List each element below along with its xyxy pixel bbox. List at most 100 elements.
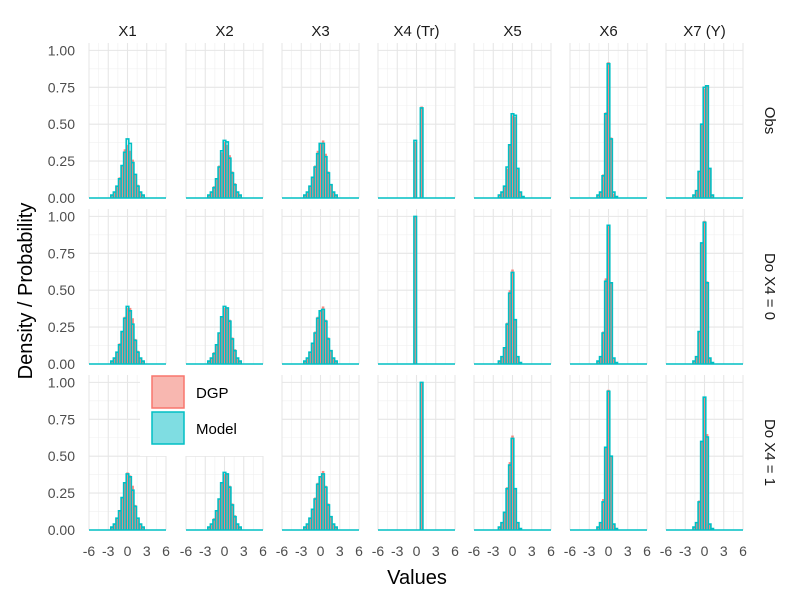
dgp-bar	[303, 361, 307, 364]
dgp-bar	[700, 124, 704, 198]
x-tick-label: 3	[432, 543, 440, 559]
model-outline	[207, 305, 242, 364]
dgp-bar	[599, 192, 603, 198]
model-outline	[692, 396, 715, 530]
dgp-bar	[705, 434, 709, 530]
dgp-bar	[225, 144, 229, 198]
x-tick-label: -6	[180, 543, 193, 559]
dgp-bar	[228, 485, 231, 530]
dgp-bar	[311, 343, 315, 364]
dgp-bar	[326, 503, 330, 530]
model-outline	[497, 113, 525, 198]
dgp-bar	[212, 352, 216, 364]
dgp-bar	[121, 165, 124, 198]
dgp-bar	[207, 361, 211, 364]
dgp-bar	[703, 220, 706, 364]
dgp-bar	[139, 192, 142, 198]
dgp-bar	[413, 216, 417, 364]
histogram-1-7	[666, 85, 743, 199]
dgp-bar	[121, 331, 124, 364]
model-outline	[413, 215, 418, 364]
dgp-bar	[604, 447, 608, 530]
dgp-bar	[141, 527, 145, 530]
dgp-bar	[311, 177, 315, 198]
dgp-bar	[133, 338, 137, 364]
x-tick-label: -3	[583, 543, 596, 559]
row-strips: Obs Do X4 = 0 Do X4 = 1	[761, 107, 778, 486]
dgp-bar	[233, 515, 237, 530]
model-outline	[207, 139, 242, 198]
y-tick-label: 0.75	[48, 245, 75, 261]
dgp-bar	[215, 344, 219, 364]
dgp-bar	[136, 518, 140, 530]
dgp-bar	[698, 500, 701, 530]
dgp-bar	[602, 499, 605, 530]
dgp-bar	[223, 307, 226, 364]
dgp-bar	[215, 178, 219, 198]
dgp-bar	[604, 278, 608, 364]
histogram-3-1	[89, 472, 166, 531]
dgp-bar	[508, 290, 512, 364]
model-outline	[596, 224, 619, 364]
dgp-bar	[498, 195, 501, 198]
y-tick-label: 0.75	[48, 411, 75, 427]
facet-panel-1-4	[377, 43, 456, 199]
dgp-bar	[602, 174, 605, 198]
dgp-bar	[503, 347, 507, 364]
histogram-1-5	[474, 113, 551, 199]
x-tick-label: -3	[391, 543, 404, 559]
x-tick-label: 3	[240, 543, 248, 559]
x-tick-label: 0	[317, 543, 325, 559]
dgp-bar	[334, 527, 338, 530]
dgp-bar	[700, 441, 704, 530]
dgp-bar	[303, 195, 307, 198]
dgp-bar	[705, 85, 709, 198]
model-outline	[596, 62, 619, 198]
dgp-bar	[332, 192, 335, 198]
dgp-bar	[334, 195, 338, 198]
dgp-bar	[236, 192, 239, 198]
x-tick-label: 0	[124, 543, 132, 559]
dgp-bar	[511, 435, 514, 530]
dgp-bar	[698, 331, 701, 364]
dgp-bar	[596, 527, 600, 530]
x-tick-label: 6	[451, 543, 459, 559]
dgp-bar	[500, 522, 504, 530]
dgp-bar	[212, 186, 216, 198]
dgp-bar	[314, 165, 317, 198]
model-outline	[596, 390, 619, 530]
dgp-bar	[121, 497, 124, 530]
dgp-bar	[233, 349, 237, 364]
histogram-3-5	[474, 435, 551, 531]
dgp-bar	[500, 356, 504, 364]
y-tick-label: 1.00	[48, 374, 75, 390]
dgp-bar	[692, 527, 696, 530]
dgp-bar	[700, 242, 704, 364]
dgp-bar	[607, 225, 610, 364]
dgp-bar	[710, 195, 714, 198]
dgp-bar	[602, 331, 605, 364]
dgp-bar	[238, 195, 242, 198]
x-tick-label: 0	[605, 543, 613, 559]
dgp-bar	[236, 358, 239, 364]
dgp-bar	[207, 195, 211, 198]
dgp-bar	[228, 319, 231, 364]
dgp-bar	[210, 524, 213, 530]
dgp-bar	[513, 319, 517, 364]
dgp-bar	[314, 497, 317, 530]
y-axis: 0.00 0.25 0.50 0.75 1.00 0.00 0.25 0.50 0.75 1.00…	[48, 42, 75, 538]
y-tick-label: 0.00	[48, 356, 75, 372]
dgp-bar	[695, 190, 699, 198]
dgp-bar	[500, 192, 504, 198]
dgp-bar	[698, 171, 701, 198]
dgp-bar	[516, 356, 519, 364]
dgp-bar	[113, 358, 116, 364]
dgp-bar	[705, 281, 709, 364]
dgp-bar	[141, 195, 145, 198]
dgp-bar	[695, 522, 699, 530]
x-tick-label: 6	[162, 543, 170, 559]
dgp-bar	[319, 476, 322, 530]
dgp-bar	[316, 150, 320, 198]
column-strips: X1 X2 X3 X4 (Tr) X5 X6 X7 (Y)	[118, 23, 725, 40]
column-strip-label: X1	[118, 23, 136, 40]
